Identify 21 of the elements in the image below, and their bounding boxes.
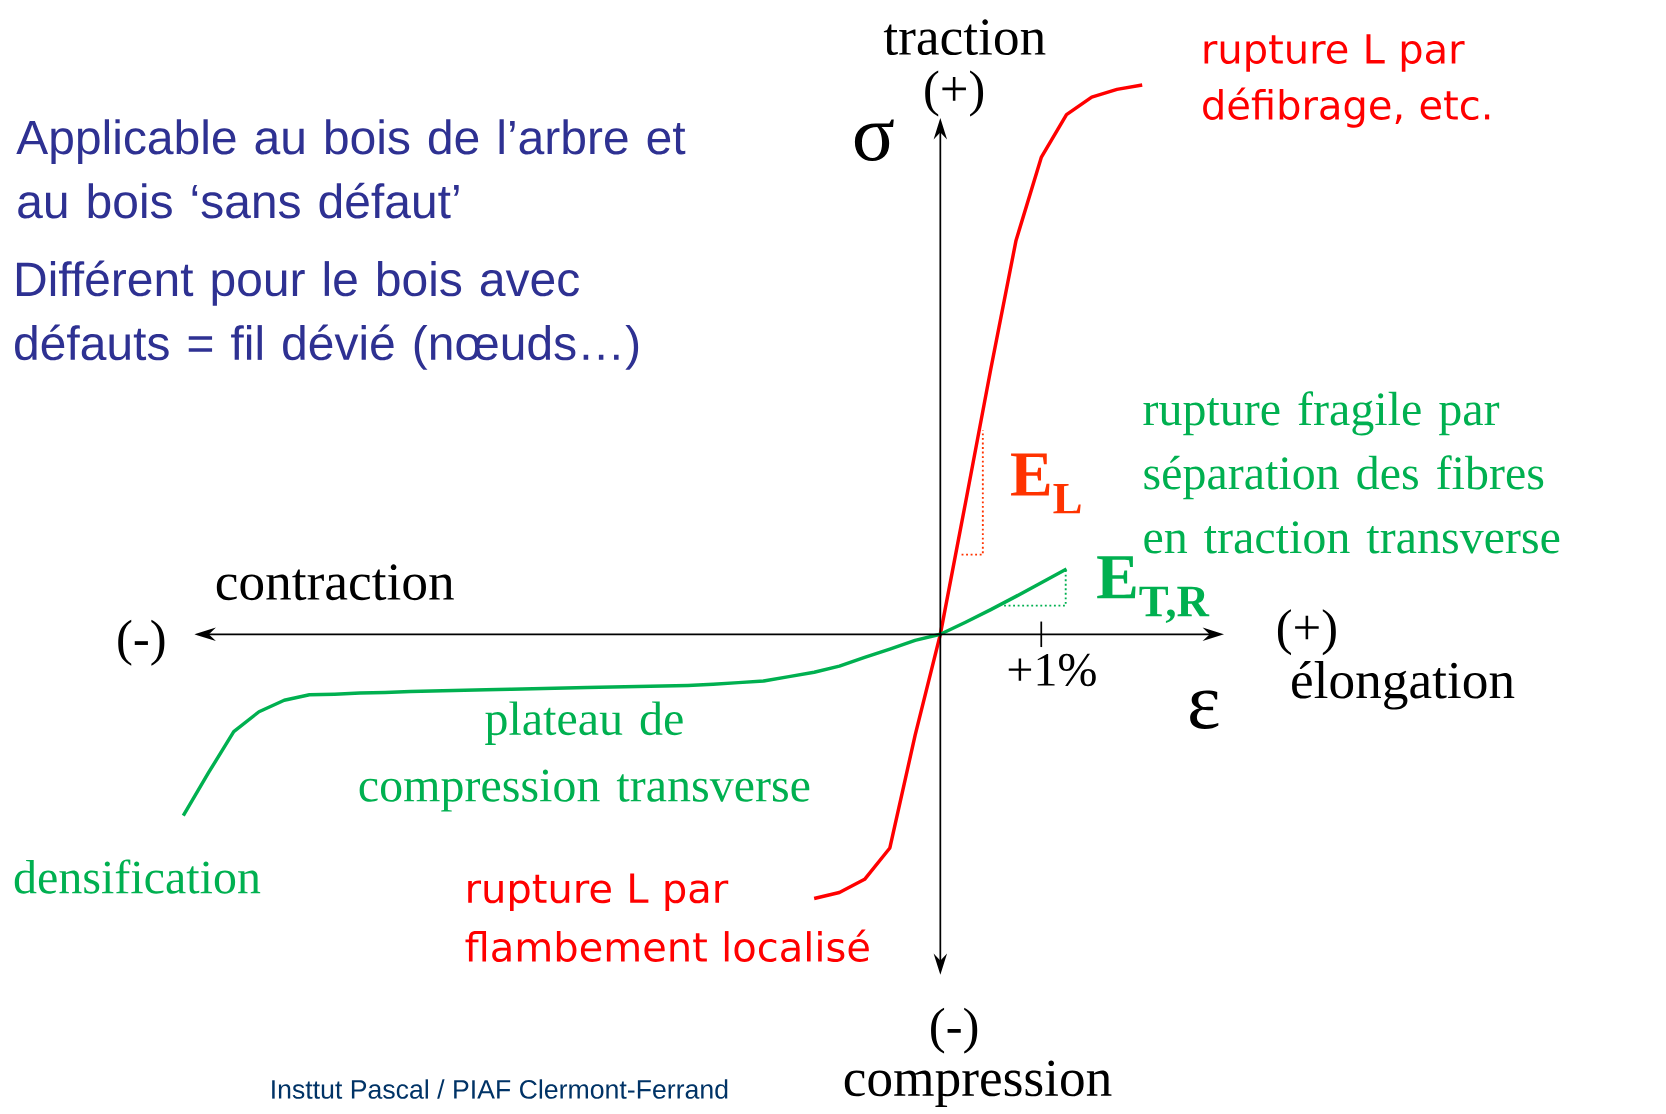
text: Insttut Pascal / PIAF Clermont-Ferrand [272, 1079, 728, 1100]
annotation: rupture L par défibrage, etc. [1203, 34, 1490, 128]
annotation: +1% [1008, 653, 1096, 687]
annotation: Différent pour le bois avec défauts = fil dévié (nœuds…) [15, 260, 639, 371]
y-axis-title: σ [854, 119, 894, 162]
text: traction [883, 19, 1046, 56]
annotation: rupture fragile par séparation des fibres en traction transverse [1143, 391, 1560, 554]
text: compression [844, 1060, 1112, 1108]
annotation: Applicable au bois de l’arbre et au bois ‘sans défaut’ [16, 119, 686, 219]
annotation: densification [14, 859, 261, 894]
text: (+) [1277, 609, 1336, 656]
text: élongation [1292, 661, 1515, 710]
annotation: rupture L par flambement localisé [465, 873, 869, 963]
text: (-) [118, 620, 165, 667]
annotation: (+) [925, 70, 984, 117]
annotation: E$_{T,R}$ [1097, 556, 1210, 624]
annotation: plateau de compression transverse [359, 701, 810, 812]
x-axis-title: ε [1190, 690, 1219, 730]
annotation: E$_{L}$ [1011, 453, 1081, 514]
text: (-) [931, 1007, 978, 1054]
annotation: contraction [216, 564, 454, 601]
